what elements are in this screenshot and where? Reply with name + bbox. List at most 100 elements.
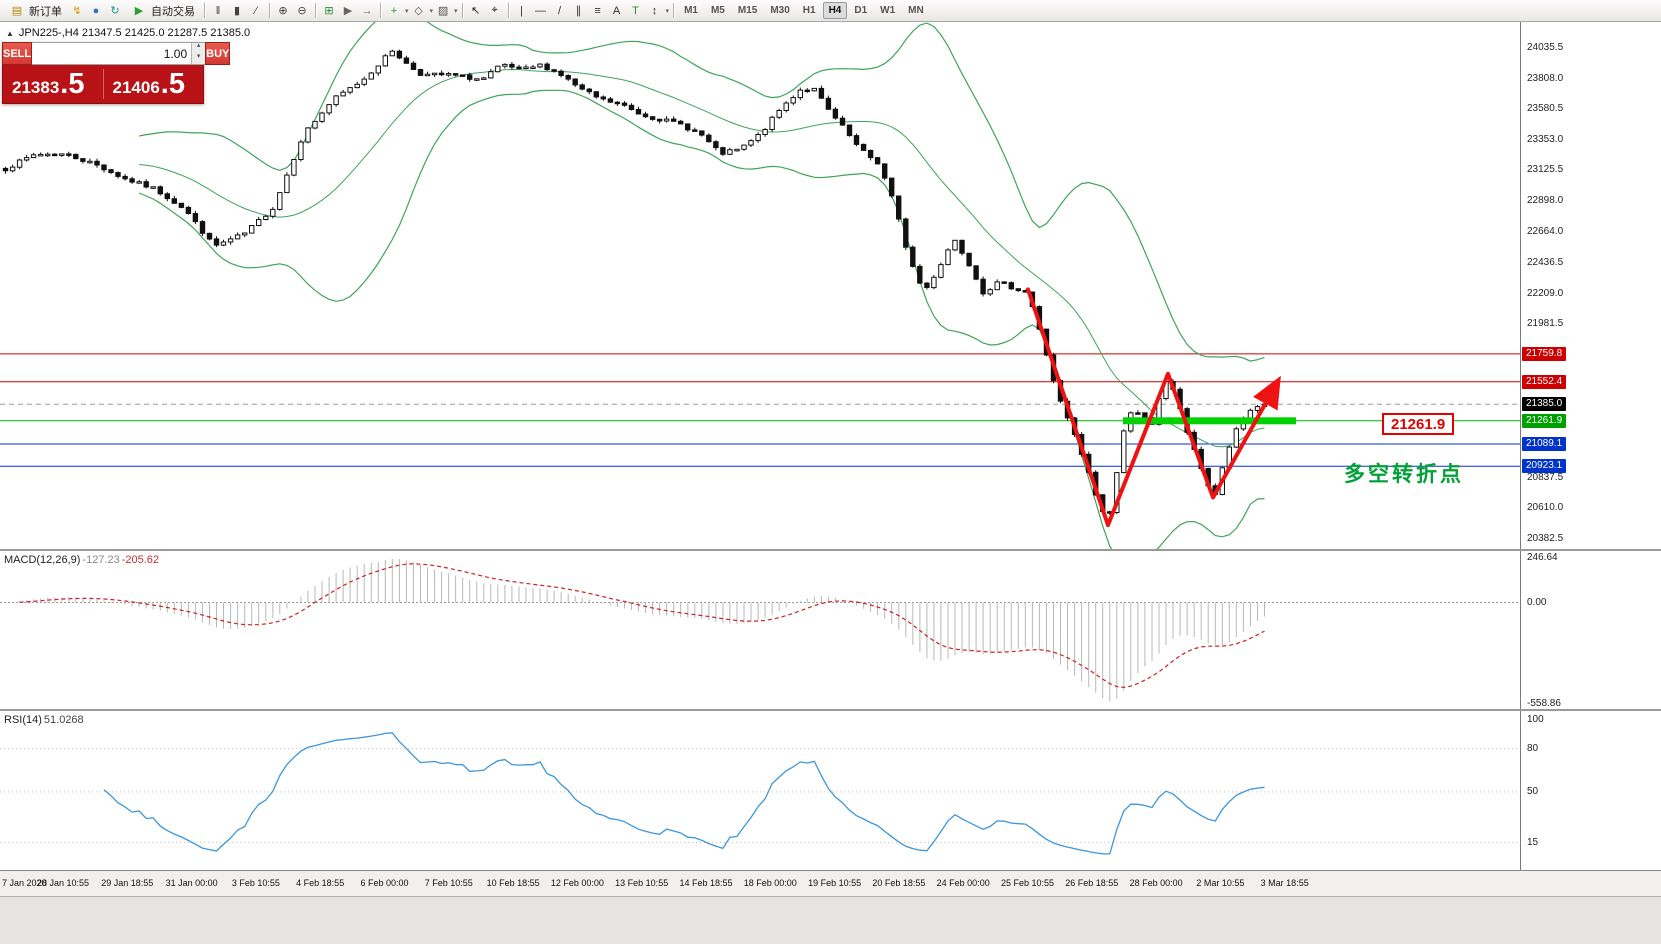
profile-icon[interactable]: ●	[92, 4, 100, 17]
time-label: 2 Mar 10:55	[1196, 878, 1245, 888]
price-line-badge: 21261.9	[1522, 413, 1567, 428]
volume-stepper[interactable]: ▴▾	[32, 42, 206, 65]
crosshair-icon[interactable]: ⌖	[491, 4, 498, 16]
arrows-icon[interactable]: ↕	[651, 4, 658, 17]
timeframe-m30[interactable]: M30	[770, 5, 790, 16]
bar-chart-icon[interactable]: ‖	[215, 4, 221, 17]
candle-body	[762, 129, 768, 135]
rsi-panel[interactable]	[0, 711, 1520, 870]
buy-price-big-digit: .5	[160, 67, 185, 100]
price-annotation-label[interactable]: 21261.9	[1382, 413, 1455, 435]
volume-down-icon[interactable]: ▾	[196, 52, 201, 60]
macd-panel[interactable]	[0, 551, 1520, 711]
lightning-icon[interactable]: ↯	[72, 5, 82, 17]
candle-body	[326, 104, 332, 114]
timeframe-m1[interactable]: M1	[684, 5, 698, 16]
candlestick-icon[interactable]: ▮	[233, 5, 241, 17]
tile-windows-icon[interactable]: ⊞	[324, 5, 334, 17]
text-icon[interactable]: A	[612, 4, 621, 17]
candle-body	[994, 281, 1000, 291]
candle-body	[678, 120, 684, 125]
candle-body	[621, 102, 628, 106]
buy-price-main: 21406	[112, 77, 160, 97]
cursor-icon[interactable]: ↖	[470, 5, 481, 17]
timeframe-m15[interactable]: M15	[737, 5, 758, 16]
fibonacci-icon[interactable]: ≡	[594, 4, 601, 17]
vertical-line-icon[interactable]: |	[520, 4, 523, 17]
timeframe-mn[interactable]: MN	[908, 5, 924, 16]
indicators-icon-caret[interactable]: ▾	[405, 7, 409, 15]
price-line-badge: 21759.8	[1522, 346, 1567, 361]
horizontal-line-icon[interactable]: —	[535, 4, 547, 17]
volume-spin-buttons[interactable]: ▴ ▾	[191, 42, 206, 64]
candle-body	[101, 164, 107, 171]
templates-icon[interactable]: ▨	[437, 5, 449, 17]
timeframe-d1[interactable]: D1	[854, 5, 868, 16]
trendline-icon[interactable]: /	[558, 4, 562, 17]
candle-body	[354, 83, 360, 89]
candle-body	[889, 177, 895, 197]
zoom-out-icon[interactable]: ⊖	[297, 5, 307, 17]
price-axis[interactable]: 24035.5 23808.0 23580.5 23353.0 23125.5 22898…	[1520, 22, 1661, 896]
label-icon[interactable]: T	[632, 4, 639, 17]
periods-icon-caret[interactable]: ▾	[429, 7, 434, 15]
candle-body	[523, 66, 529, 69]
channel-icon[interactable]: ∥	[575, 5, 582, 17]
rsi-tick: 15	[1527, 836, 1539, 848]
zoom-in-icon[interactable]: ⊕	[278, 5, 288, 17]
arrows-icon-caret[interactable]: ▾	[665, 7, 670, 15]
refresh-icon[interactable]: ↻	[110, 5, 120, 17]
candle-body	[931, 276, 937, 289]
candle-body	[23, 157, 30, 161]
volume-input[interactable]	[32, 43, 192, 64]
candle-body	[839, 117, 846, 126]
candle-body	[199, 221, 206, 234]
candle-body	[178, 202, 185, 208]
macd-tick: 0.00	[1527, 596, 1547, 608]
price-tick: 23353.0	[1527, 133, 1564, 145]
candle-body	[361, 78, 367, 85]
candle-body	[9, 166, 16, 172]
price-tick: 22436.5	[1527, 256, 1564, 268]
candle-body	[291, 159, 297, 176]
volume-up-icon[interactable]: ▴	[196, 42, 201, 49]
chart-shift-icon[interactable]: →	[361, 4, 373, 17]
line-chart-icon[interactable]: ∕	[255, 4, 257, 17]
sell-price-big-digit: .5	[60, 67, 85, 100]
sell-button[interactable]: SELL	[2, 42, 33, 65]
candle-body	[832, 108, 839, 119]
candle-body	[80, 158, 86, 162]
candle-body	[298, 141, 304, 160]
candle-body	[741, 144, 747, 150]
time-label: 28 Jan 10:55	[36, 878, 90, 888]
candle-body	[607, 98, 614, 103]
autotrade-button[interactable]: ▶ 自动交易	[125, 1, 200, 20]
candlestick-chart[interactable]	[0, 22, 1520, 550]
macd-signal-line	[19, 563, 1265, 689]
panel-resize-separator[interactable]	[0, 549, 1661, 551]
buy-button[interactable]: BUY	[205, 42, 231, 65]
timeframe-w1[interactable]: W1	[880, 5, 896, 16]
sell-price[interactable]: 21383 .5	[3, 67, 103, 100]
timeframe-m5[interactable]: M5	[710, 5, 725, 16]
panel-resize-separator[interactable]	[0, 709, 1661, 711]
timeframe-h1[interactable]: H1	[802, 5, 816, 16]
time-label: 3 Mar 18:55	[1260, 878, 1309, 888]
macd-tick: -558.86	[1527, 697, 1561, 709]
new-order-button[interactable]: ▤ 新订单	[3, 1, 67, 20]
templates-icon-caret[interactable]: ▾	[454, 7, 458, 15]
symbol-ohlc-text: JPN225-,H4 21347.5 21425.0 21287.5 21385…	[18, 27, 251, 39]
candle-body	[973, 265, 979, 280]
candle-body	[474, 78, 480, 81]
periods-icon[interactable]: ◇	[414, 5, 423, 17]
indicators-icon[interactable]: +	[390, 4, 398, 17]
timeframe-h4[interactable]: H4	[822, 2, 848, 19]
main-chart-panel[interactable]: ▲ JPN225-,H4 21347.5 21425.0 21287.5 213…	[0, 22, 1520, 550]
auto-scroll-icon[interactable]: ▶	[343, 5, 353, 17]
price-tick: 22209.0	[1527, 287, 1564, 299]
candle-body	[1008, 282, 1014, 290]
candle-body	[860, 143, 867, 151]
buy-price[interactable]: 21406 .5	[104, 67, 204, 100]
time-axis[interactable]: 7 Jan 2020 28 Jan 10:55 29 Jan 18:55 31 Jan…	[0, 870, 1661, 896]
